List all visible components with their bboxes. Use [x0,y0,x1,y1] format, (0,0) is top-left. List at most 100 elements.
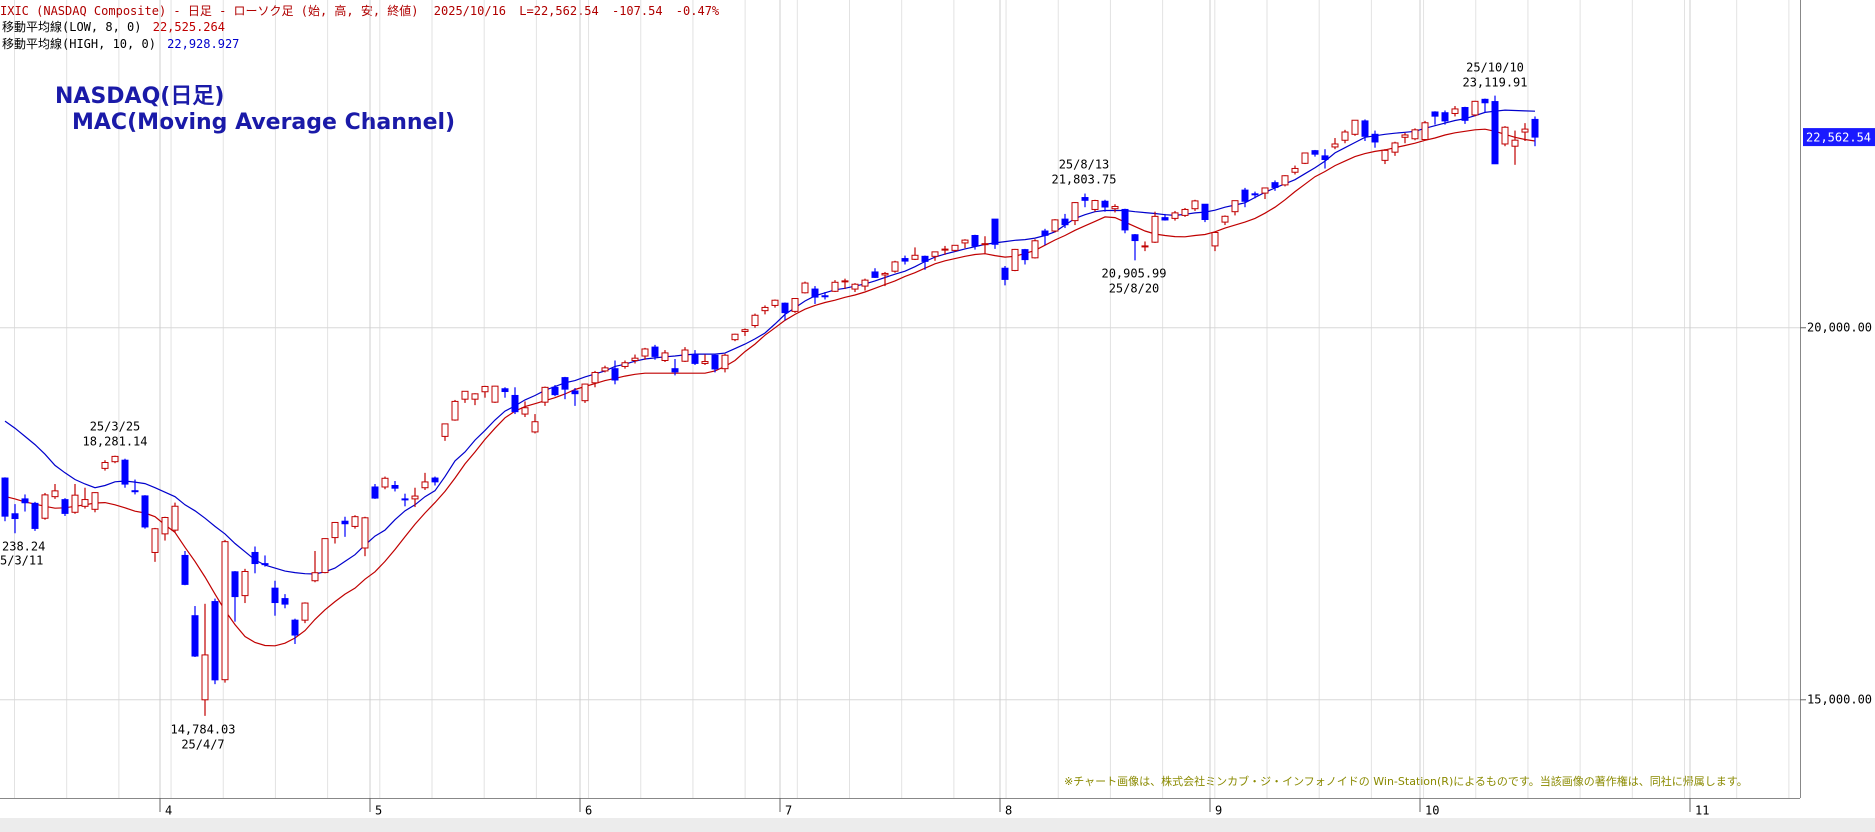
header-date: 2025/10/16 [434,4,506,18]
candle-body [1051,219,1059,232]
candle-body [1521,128,1529,133]
candle-body [951,244,959,251]
credit: ※チャート画像は、株式会社ミンカブ・ジ・インフォノイドの Win-Station… [1064,774,1748,788]
candle-body [1401,134,1409,138]
legend-name: 移動平均線(LOW, 8, 0) [2,19,141,34]
candle-body [991,218,999,245]
candle-body [111,455,119,463]
candle-body [431,477,439,483]
candle-body [121,459,129,485]
candle-body [1041,230,1049,236]
candle-body [221,541,229,681]
legend-value: 22,525.264 [153,20,225,34]
candle-body [801,282,809,294]
candle-body [341,520,349,525]
candle-body [201,654,209,701]
candle-body [521,407,529,415]
annotation: 25/3/25 [90,420,141,434]
candle-body [1261,187,1269,194]
header-last: L=22,562.54 [519,4,598,18]
candle-body [1201,203,1209,220]
candle-body [21,498,29,504]
candle-body [1271,182,1279,188]
candle-body [621,362,629,367]
annotation: 23,119.91 [1462,76,1527,90]
candle-body [1071,202,1079,222]
candle-body [701,361,709,364]
candle-body [371,486,379,499]
candle-body [691,354,699,364]
candle-body [651,346,659,357]
candle-body [1181,208,1189,216]
candle-body [1111,205,1119,210]
y-tick-label: 15,000.00 [1807,692,1872,706]
candle-body [1531,118,1539,138]
candle-body [831,281,839,292]
candle-body [351,516,359,527]
candle-body [1131,234,1139,242]
candle-body [191,615,199,657]
candle-body [551,386,559,396]
candle-body [331,521,339,539]
candle-body [901,258,909,262]
candle-body [101,462,109,469]
candle-body [91,492,99,510]
candle-body [871,271,879,278]
candle-body [911,254,919,260]
annotation: 5/3/11 [0,554,43,568]
candle-body [841,280,849,283]
candle-body [971,234,979,247]
candle-body [661,352,669,361]
candle-body [641,348,649,357]
candle-body [501,388,509,393]
candle-body [211,601,219,681]
candle-body [851,283,859,290]
candle-body [961,239,969,244]
candle-body [611,368,619,381]
candle-body [671,368,679,373]
candle-body [531,421,539,433]
candle-body [1151,215,1159,243]
candle-body [231,571,239,598]
candle-body [161,516,169,535]
annotation: 21,803.75 [1051,173,1116,187]
chart-subtitle: MAC(Moving Average Channel) [72,110,455,135]
candle-body [1411,129,1419,140]
legend-name: 移動平均線(HIGH, 10, 0) [2,36,156,51]
candle-body [1331,143,1339,148]
candle-body [1361,120,1369,137]
candle-body [1171,212,1179,219]
x-tick-label: 4 [165,804,172,818]
x-tick-label: 5 [375,804,382,818]
price-tag-box [1803,128,1875,147]
candle-body [1481,98,1489,104]
candle-body [781,302,789,314]
candle-body [421,481,429,489]
candle-body [1371,133,1379,143]
candle-body [481,385,489,393]
candle-body [11,513,19,520]
candle-body [721,354,729,370]
candle-body [1491,101,1499,165]
candle-body [1161,217,1169,221]
candle-body [1511,139,1519,147]
candle-body [711,354,719,370]
candle-body [861,279,869,287]
candle-body [461,390,469,400]
candle-body [1471,100,1479,116]
candle-body [1381,149,1389,161]
candle-body [401,498,409,501]
annotation: 25/8/20 [1109,282,1160,296]
price-tag: 22,562.54 [1806,131,1871,145]
x-tick-label: 7 [785,804,792,818]
candle-body [1391,142,1399,153]
candle-body [71,494,79,513]
x-tick-label: 10 [1425,804,1439,818]
scroll-strip [0,818,1875,832]
x-tick-label: 9 [1215,804,1222,818]
candle-body [411,495,419,500]
candle-body [1191,200,1199,210]
x-tick-label: 8 [1005,804,1012,818]
legend-value: 22,928.927 [167,37,239,51]
